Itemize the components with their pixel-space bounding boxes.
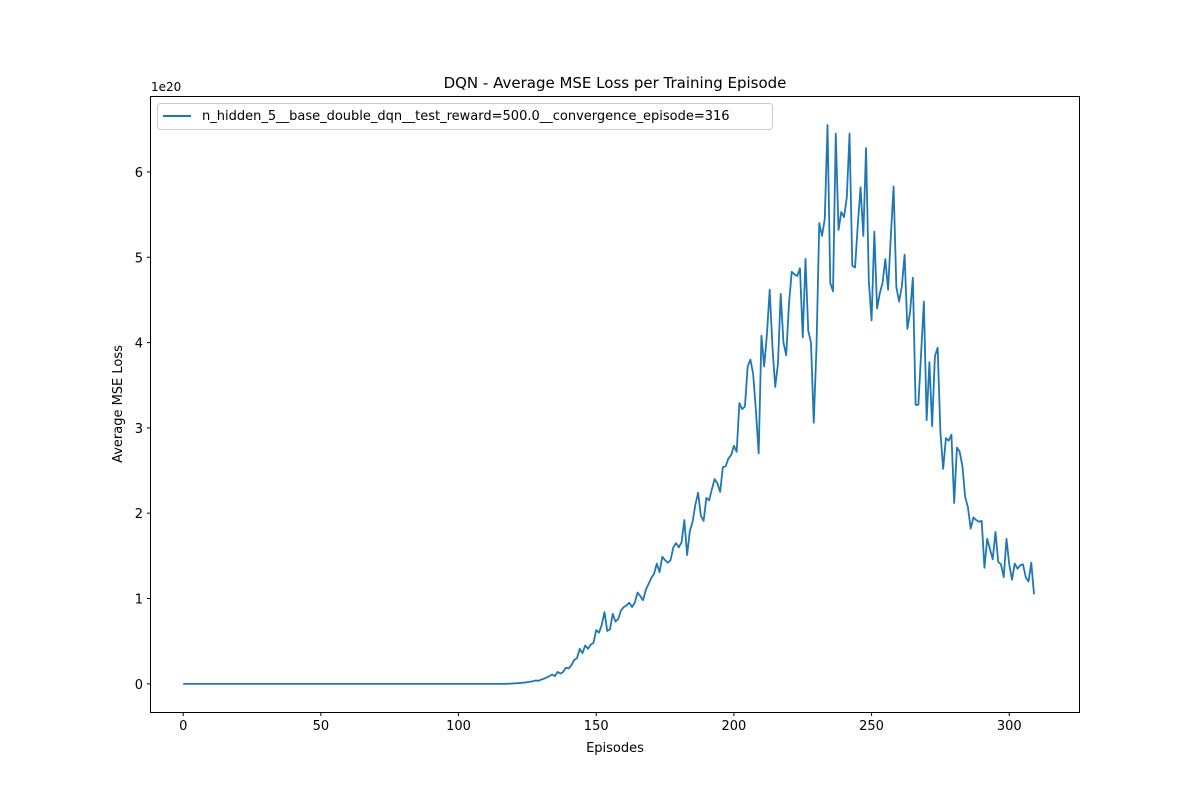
y-axis-ticks: 0 1 2 3 4 5 6: [135, 166, 151, 693]
x-tick-label: 300: [997, 719, 1022, 734]
plot-area: [150, 96, 1080, 713]
series-group: [183, 124, 1035, 685]
legend-label: n_hidden_5__base_double_dqn__test_reward…: [202, 109, 730, 124]
axes-frame: [150, 96, 1080, 713]
y-offset-label: 1e20: [151, 80, 181, 94]
series-line-0: [183, 124, 1035, 685]
y-tick-label: 4: [135, 337, 143, 352]
y-tick-label: 2: [135, 507, 143, 522]
y-tick-label: 6: [135, 166, 143, 181]
x-axis-label: Episodes: [586, 741, 644, 756]
x-tick-label: 150: [584, 719, 609, 734]
y-axis-label: Average MSE Loss: [111, 345, 126, 463]
chart-title: DQN - Average MSE Loss per Training Epis…: [444, 74, 787, 92]
x-axis-ticks: 0 50 100 150 200 250 300: [179, 712, 1022, 734]
x-tick-label: 250: [859, 719, 884, 734]
x-tick-label: 200: [721, 719, 746, 734]
y-tick-label: 3: [135, 422, 143, 437]
x-tick-label: 100: [446, 719, 471, 734]
x-tick-label: 0: [179, 719, 187, 734]
x-tick-label: 50: [313, 719, 330, 734]
y-tick-label: 5: [135, 251, 143, 266]
y-tick-label: 0: [135, 678, 143, 693]
legend: n_hidden_5__base_double_dqn__test_reward…: [157, 103, 773, 130]
legend-box: [157, 103, 773, 130]
y-tick-label: 1: [135, 593, 143, 608]
